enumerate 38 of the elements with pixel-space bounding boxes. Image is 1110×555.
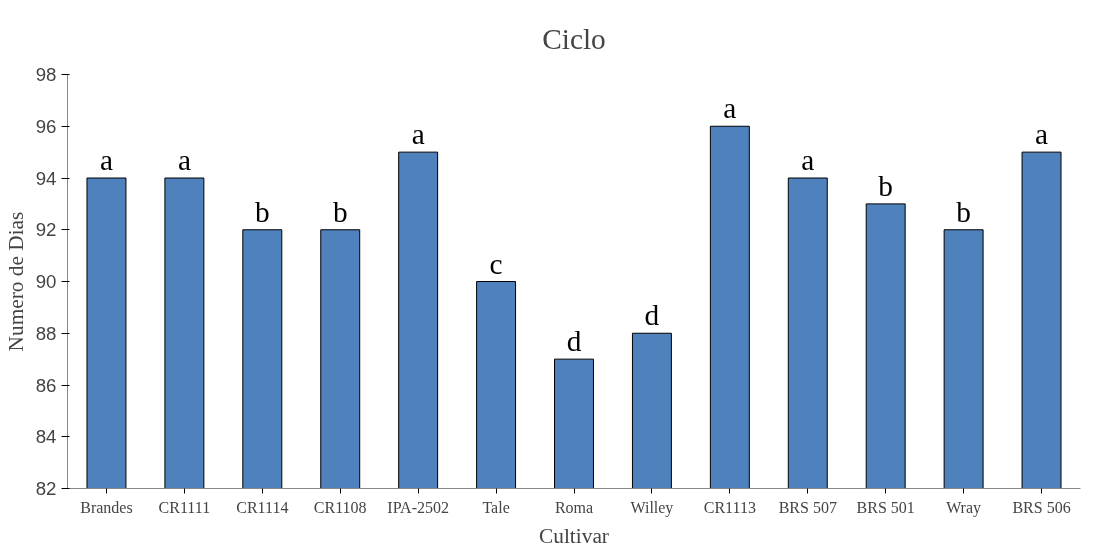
y-tick-label: 90 [35, 271, 57, 292]
x-tick-label: BRS 501 [856, 498, 915, 516]
x-tick-label: CR1111 [158, 498, 211, 516]
x-tick-label: Willey [630, 498, 674, 517]
x-tick-label: IPA-2502 [387, 498, 449, 516]
chart-title: Ciclo [542, 22, 606, 55]
x-tick-label: CR1108 [313, 498, 367, 516]
annotation: a [99, 144, 113, 176]
annotation: b [254, 195, 270, 228]
annotation: d [566, 325, 582, 358]
annotation: a [801, 144, 815, 176]
y-axis-title: Numero de Dias [3, 211, 28, 352]
x-tick-label: BRS 506 [1012, 498, 1071, 516]
y-tick-label: 94 [35, 167, 57, 189]
x-tick-label: Roma [554, 498, 594, 516]
y-tick-label: 92 [35, 219, 57, 241]
x-axis-title: Cultivar [539, 523, 609, 548]
annotation: a [723, 92, 737, 125]
annotation: a [411, 118, 425, 151]
annotation: d [644, 299, 660, 332]
x-tick-label: CR1114 [236, 498, 289, 516]
y-tick-label: 98 [35, 64, 57, 85]
x-tick-label: Wray [946, 498, 982, 517]
y-tick-label: 88 [35, 322, 57, 344]
annotation: a [177, 144, 191, 176]
y-tick-label: 82 [35, 478, 57, 499]
annotation: c [489, 247, 503, 280]
annotation: b [956, 195, 971, 228]
annotation: b [332, 195, 348, 228]
y-tick-label: 86 [35, 374, 57, 396]
y-tick-label: 96 [35, 115, 57, 137]
x-tick-label: BRS 507 [778, 498, 837, 516]
y-tick-label: 84 [35, 426, 57, 448]
x-tick-label: Brandes [80, 498, 133, 516]
annotation: b [878, 169, 894, 202]
x-tick-label: CR1113 [703, 498, 756, 516]
annotation: a [1035, 118, 1049, 151]
x-tick-label: Tale [482, 498, 510, 516]
